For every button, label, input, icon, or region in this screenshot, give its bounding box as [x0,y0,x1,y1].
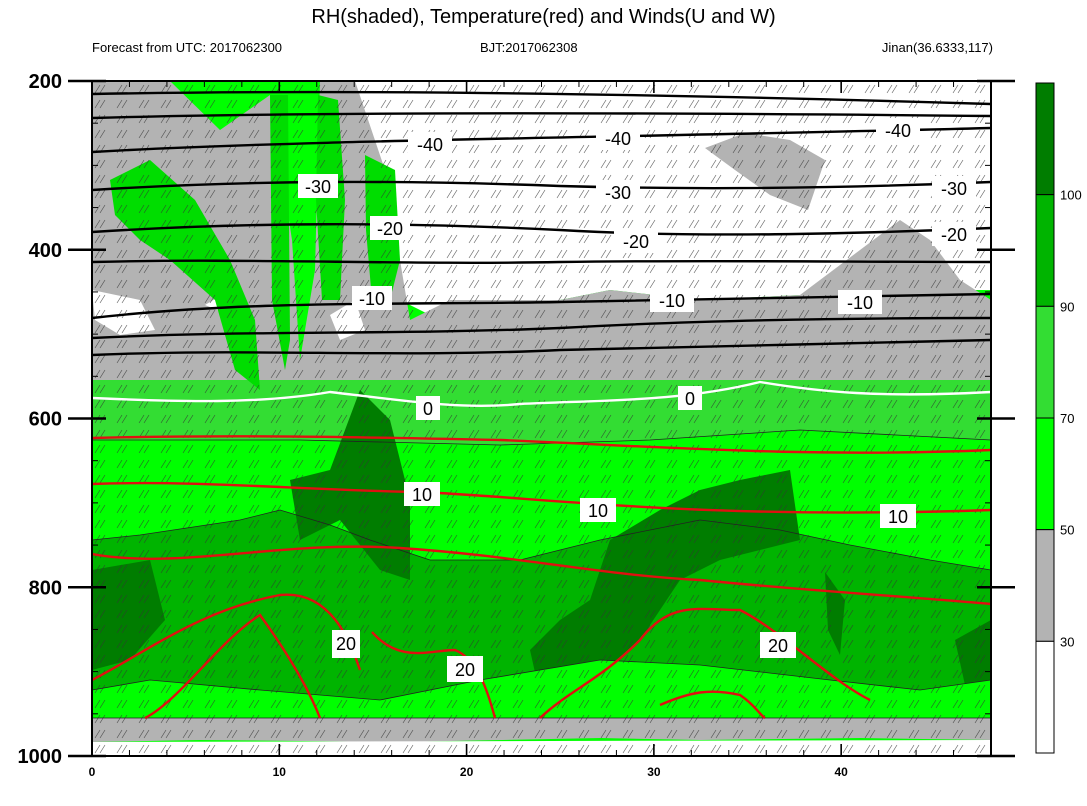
chart-title: RH(shaded), Temperature(red) and Winds(U… [311,6,776,28]
temp-label-10: -10 [352,286,392,310]
svg-text:-30: -30 [941,179,967,199]
location-subtitle: Jinan(36.6333,117) [881,40,993,55]
forecast-subtitle: Forecast from UTC: 2017062300 [92,40,283,55]
svg-text:-30: -30 [305,177,331,197]
svg-text:10: 10 [588,501,608,521]
svg-text:-20: -20 [377,219,403,239]
temp-label-18: 20 [332,630,360,658]
temp-label-12: -10 [838,290,882,314]
x-tick-label-2: 20 [460,765,474,779]
colorbar-label-0: 100 [1060,188,1082,203]
zero-isotherm [92,380,991,408]
svg-text:10: 10 [888,507,908,527]
temp-label-19: 20 [447,656,483,682]
svg-text:10: 10 [412,485,432,505]
x-tick-label-4: 40 [834,765,848,779]
colorbar-segment-2 [1035,305,1055,419]
temp-label-2: -40 [596,126,640,150]
temp-label-20: 20 [760,632,796,658]
x-tick-label-0: 0 [89,765,96,779]
temp-label-11: -10 [650,288,694,312]
colorbar-label-2: 70 [1060,411,1074,426]
temp-label-3: -40 [876,118,920,142]
svg-text:-20: -20 [623,232,649,252]
x-tick-label-3: 30 [647,765,661,779]
colorbar-segment-1 [1035,194,1055,307]
colorbar-segment-0 [1035,82,1055,196]
y-tick-label-1: 400 [29,240,62,262]
colorbar-label-3: 50 [1060,523,1074,538]
plot-area: -40 -40 -40 -30 -30 -30 -20 -20 -20 -10 … [92,81,991,756]
warm-isotherms [92,435,991,720]
svg-text:20: 20 [768,636,788,656]
svg-text:-20: -20 [941,225,967,245]
colorbar-segment-5 [1035,640,1055,754]
svg-text:0: 0 [685,389,695,409]
colorbar-segment-4 [1035,529,1055,642]
colorbar-segment-3 [1035,417,1055,531]
svg-text:0: 0 [423,399,433,419]
svg-text:-40: -40 [417,135,443,155]
svg-text:20: 20 [336,634,356,654]
svg-text:-30: -30 [605,183,631,203]
temperature-labels: -40 -40 -40 -30 -30 -30 -20 -20 -20 -10 … [298,118,976,682]
temp-label-7: -20 [370,216,410,240]
x-tick-label-1: 10 [273,765,287,779]
y-tick-label-0: 200 [29,71,62,93]
temp-label-17: 10 [880,504,916,528]
svg-text:-10: -10 [847,293,873,313]
svg-text:-10: -10 [659,291,685,311]
x-axis: 0 10 20 30 40 [89,81,992,779]
y-tick-label-2: 600 [29,409,62,431]
temp-label-1: -40 [408,132,452,156]
colorbar: 100 90 70 50 30 [1035,82,1082,754]
colorbar-label-1: 90 [1060,299,1074,314]
temp-label-9: -20 [932,222,976,246]
y-tick-label-3: 800 [29,577,62,599]
temp-label-6: -30 [932,176,976,200]
temp-label-16: 10 [580,498,616,522]
colorbar-label-4: 30 [1060,634,1074,649]
bjt-subtitle: BJT:2017062308 [480,40,578,55]
svg-text:20: 20 [455,660,475,680]
wind-barbs [92,81,991,756]
y-tick-label-4: 1000 [18,746,63,768]
temp-label-8: -20 [614,229,658,253]
temp-label-5: -30 [596,180,640,204]
temp-label-4: -30 [298,174,338,198]
temp-label-14: 0 [678,386,702,410]
svg-text:-40: -40 [605,129,631,149]
svg-text:-40: -40 [885,121,911,141]
temp-label-13: 0 [416,396,440,420]
temp-label-15: 10 [404,482,440,506]
svg-text:-10: -10 [359,289,385,309]
